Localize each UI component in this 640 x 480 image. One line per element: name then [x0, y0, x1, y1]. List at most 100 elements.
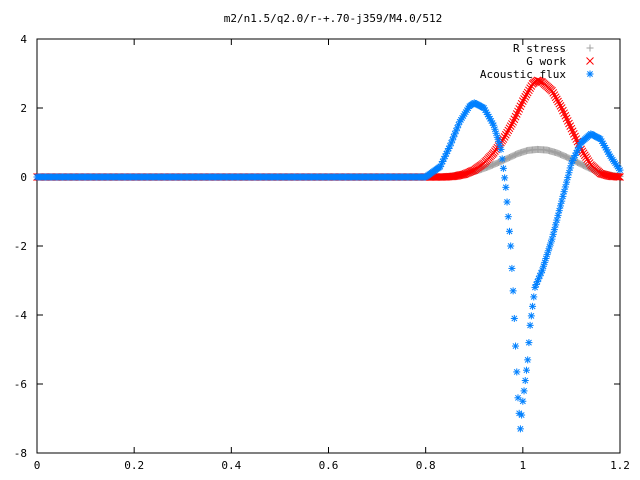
data-point	[616, 173, 624, 181]
data-point	[516, 425, 524, 433]
data-point	[498, 155, 506, 163]
data-point	[522, 366, 530, 374]
data-point	[568, 127, 577, 136]
data-point	[556, 101, 565, 110]
data-point	[551, 93, 560, 102]
data-point	[584, 157, 593, 165]
data-point	[535, 77, 544, 86]
data-point	[510, 314, 518, 322]
data-point	[501, 130, 510, 139]
data-point	[505, 227, 513, 235]
data-point	[499, 164, 507, 172]
x-tick-label: 0.4	[221, 459, 241, 472]
data-point	[550, 226, 558, 234]
data-point	[538, 266, 546, 274]
data-point	[505, 124, 514, 133]
data-point	[530, 293, 538, 301]
legend-marker	[586, 70, 594, 78]
data-point	[552, 95, 561, 104]
data-point	[541, 258, 549, 266]
data-point	[613, 172, 622, 181]
data-point	[518, 97, 527, 105]
y-tick-label: -6	[14, 378, 27, 391]
data-point	[524, 356, 532, 364]
data-point	[612, 172, 621, 181]
data-point	[566, 164, 574, 172]
data-point	[516, 102, 525, 111]
data-point	[549, 89, 558, 97]
data-point	[519, 397, 527, 405]
data-point	[561, 111, 570, 120]
data-point	[517, 99, 526, 108]
data-point	[569, 130, 578, 138]
x-tick-label: 0.8	[416, 459, 436, 472]
data-point	[502, 183, 510, 191]
legend-marker	[586, 57, 594, 65]
data-point	[553, 216, 561, 224]
legend-label: Acoustic flux	[480, 68, 566, 81]
data-point	[503, 198, 511, 206]
data-point	[559, 106, 567, 115]
data-point	[567, 124, 576, 133]
data-point	[446, 142, 454, 150]
data-point	[522, 90, 531, 99]
data-point	[520, 95, 528, 103]
data-point	[560, 188, 568, 196]
data-point	[549, 230, 557, 238]
data-point	[563, 117, 572, 125]
data-point	[501, 174, 509, 182]
data-point	[497, 145, 505, 153]
data-point	[515, 105, 524, 113]
data-point	[554, 97, 562, 106]
data-point	[559, 192, 567, 200]
data-point	[548, 86, 556, 95]
data-point	[525, 339, 533, 347]
data-point	[564, 173, 572, 181]
data-point	[544, 247, 552, 255]
data-point	[565, 169, 573, 177]
data-point	[537, 77, 545, 86]
data-point	[504, 126, 513, 135]
data-point	[508, 264, 516, 272]
data-point	[562, 114, 571, 123]
data-point	[514, 107, 522, 116]
y-tick-label: -4	[14, 309, 28, 322]
data-point	[503, 128, 511, 137]
y-tick-label: 0	[20, 171, 27, 184]
data-point	[521, 92, 530, 101]
data-point	[566, 122, 575, 130]
data-point	[521, 377, 529, 385]
legend-label: G work	[526, 55, 566, 68]
data-point	[561, 183, 569, 191]
data-point	[504, 213, 512, 221]
data-point	[571, 132, 579, 141]
data-point	[506, 122, 515, 130]
data-point	[527, 312, 535, 320]
data-point	[513, 368, 521, 376]
data-point	[550, 91, 559, 99]
x-tick-label: 1	[520, 459, 527, 472]
data-point	[510, 115, 519, 124]
data-point	[554, 211, 562, 219]
data-point	[555, 99, 564, 108]
series-acoustic-flux	[33, 99, 624, 433]
data-point	[509, 287, 517, 295]
data-point	[523, 88, 532, 97]
data-point	[558, 197, 566, 205]
legend-marker	[586, 44, 594, 52]
data-point	[548, 235, 556, 243]
data-point	[552, 221, 560, 229]
data-point	[511, 112, 520, 121]
data-point	[563, 178, 571, 186]
data-point	[543, 251, 551, 259]
data-point	[533, 278, 541, 286]
data-point	[529, 302, 537, 310]
data-point	[616, 166, 624, 174]
data-point	[507, 242, 515, 250]
data-marks	[33, 76, 624, 433]
y-tick-label: -2	[14, 240, 27, 253]
data-point	[500, 133, 509, 141]
data-point	[525, 86, 533, 95]
